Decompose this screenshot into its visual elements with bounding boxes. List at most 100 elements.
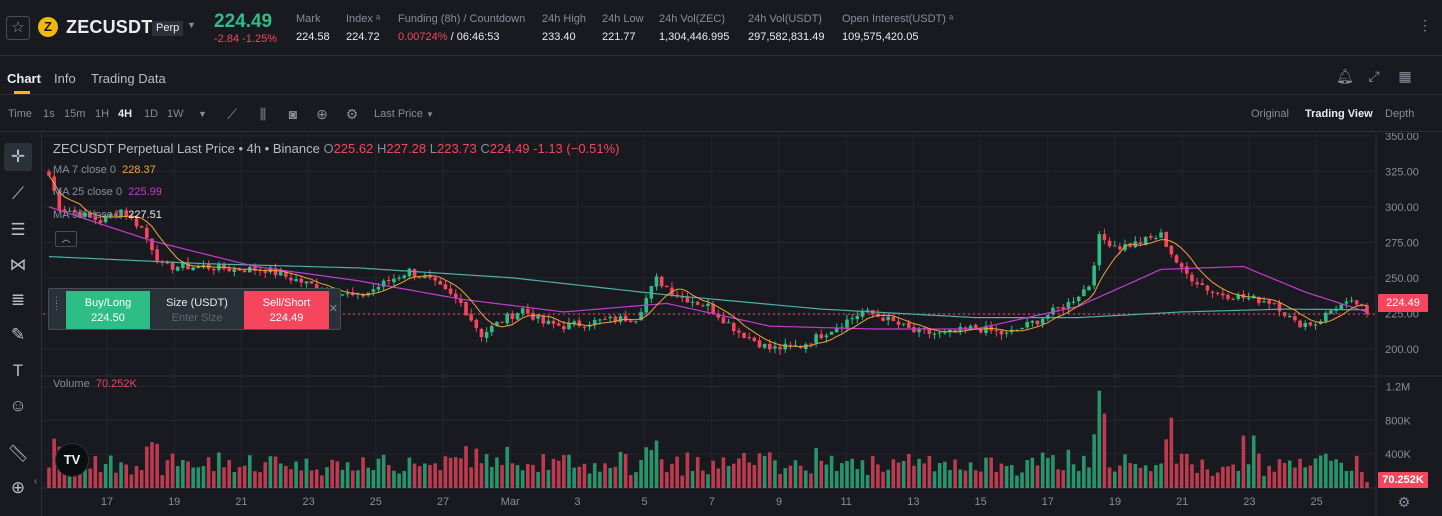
candle-body [150, 238, 154, 251]
volume-bar [484, 454, 489, 488]
buy-long-button[interactable]: Buy/Long 224.50 [66, 291, 150, 329]
interval-4h[interactable]: 4H [118, 108, 133, 120]
candle-body [711, 303, 715, 314]
crosshair-icon[interactable]: ✛ [4, 143, 32, 171]
trend-line-icon[interactable]: ⟋ [12, 184, 24, 203]
view-depth[interactable]: Depth [1385, 108, 1415, 120]
candle-body [124, 210, 129, 217]
tab-trading-data[interactable]: Trading Data [91, 71, 166, 86]
volume-bar [582, 463, 587, 488]
emoji-icon[interactable]: ☺ [9, 396, 27, 415]
interval-dropdown-icon[interactable]: ▼ [198, 109, 207, 119]
bell-icon[interactable]: 🔔︎ [1336, 68, 1354, 84]
camera-icon[interactable]: ◙ [288, 106, 298, 122]
candle-body [1112, 245, 1117, 247]
settings-icon[interactable]: ⚙ [345, 106, 359, 122]
volume-bar [397, 473, 401, 488]
ruler-icon[interactable]: 📏︎ [7, 444, 29, 463]
stat-index[interactable]: Index ᵃ 224.72 [346, 13, 381, 43]
more-icon[interactable]: ⋮ [1418, 17, 1432, 33]
tab-chart[interactable]: Chart [7, 71, 41, 86]
volume-bar [83, 461, 87, 488]
size-input[interactable]: Size (USDT) Enter Size [166, 297, 228, 324]
active-tab-indicator [14, 91, 30, 94]
view-original[interactable]: Original [1251, 108, 1289, 120]
volume-bar [186, 461, 190, 488]
candle-body [752, 337, 757, 342]
brush-icon[interactable]: ✎ [10, 325, 26, 344]
volume-bar [567, 454, 571, 488]
volume-bar [906, 453, 911, 488]
candle-body [706, 303, 710, 307]
interval-1w[interactable]: 1W [167, 108, 184, 120]
symbol-name[interactable]: ZECUSDT [66, 17, 153, 37]
x-tick-label: 19 [168, 496, 180, 508]
add-icon[interactable]: ⊕ [316, 106, 328, 122]
sell-short-button[interactable]: Sell/Short 224.49 [244, 291, 329, 329]
candle-body [860, 311, 865, 317]
volume-bar [520, 470, 525, 488]
chart-settings-icon[interactable]: ⚙ [1397, 494, 1411, 510]
ma99-legend: MA 99 close 0 227.51 [53, 209, 162, 221]
candle-body [1138, 242, 1143, 245]
price-type-select[interactable]: Last Price ▼ [374, 108, 434, 120]
volume-bar [108, 455, 113, 488]
volume-bar [577, 466, 582, 488]
candle-type-icon[interactable]: ⫼ [259, 106, 267, 122]
horizontal-lines-icon[interactable]: ☰ [10, 220, 26, 239]
candle-body [953, 329, 957, 332]
chart-toolbar: Time 1s 15m 1H 4H 1D 1W ▼ ⟋ ⫼ ◙ ⊕ ⚙ Last… [0, 96, 1442, 132]
drag-handle-icon[interactable]: ⋮ ⋮ [52, 295, 61, 311]
chevron-down-icon[interactable]: ▼ [187, 20, 196, 30]
volume-tick-label: 400K [1385, 449, 1411, 461]
volume-bar [412, 463, 417, 488]
candle-body [428, 275, 432, 278]
fib-icon[interactable]: ≣ [10, 290, 26, 309]
candle-body [721, 317, 726, 324]
price-tick-label: 300.00 [1385, 202, 1419, 214]
candle-body [371, 289, 376, 292]
interval-1h[interactable]: 1H [95, 108, 110, 120]
star-icon[interactable]: ☆ [6, 16, 30, 40]
pattern-icon[interactable]: ⋈ [9, 255, 27, 274]
x-tick-label: 27 [437, 496, 449, 508]
tab-info[interactable]: Info [54, 71, 76, 86]
candle-body [912, 327, 916, 333]
volume-bar [870, 456, 875, 488]
chevron-up-icon[interactable]: ︿ [55, 231, 77, 247]
candle-body [1102, 234, 1107, 241]
candle-body [464, 301, 468, 316]
last-price: 224.49 [214, 11, 273, 32]
interval-1s[interactable]: 1s [43, 108, 55, 120]
view-trading-view[interactable]: Trading View [1305, 108, 1373, 120]
text-icon[interactable]: T [12, 361, 24, 380]
volume-bar [376, 458, 381, 488]
expand-icon[interactable]: ⤢ [1368, 68, 1380, 84]
volume-bar [814, 448, 818, 488]
price-tick-label: 325.00 [1385, 166, 1419, 178]
volume-bar [762, 456, 767, 488]
candle-body [1221, 293, 1225, 296]
close-icon[interactable]: ✕ [328, 303, 338, 315]
candle-body [253, 267, 257, 271]
chevron-left-icon[interactable]: ‹ [34, 476, 38, 487]
interval-15m[interactable]: 15m [64, 108, 86, 120]
layout-grid-icon[interactable]: ▦ [1398, 68, 1412, 84]
zoom-icon[interactable]: ⊕ [10, 478, 26, 497]
indicator-icon[interactable]: ⟋ [227, 106, 237, 122]
volume-bar [891, 459, 896, 488]
volume-bar [299, 470, 304, 488]
candle-body [881, 317, 885, 321]
interval-1d[interactable]: 1D [144, 108, 159, 120]
candle-body [556, 323, 561, 326]
tradingview-logo[interactable]: TV [55, 443, 89, 477]
candle-body [943, 332, 947, 334]
price-chart[interactable]: 350.00 325.00 300.00 275.00 250.00 225.00 200.… [43, 133, 1442, 516]
volume-bar [387, 465, 391, 488]
volume-bar [1071, 464, 1076, 488]
volume-bar [1076, 471, 1081, 488]
volume-bar [510, 463, 515, 488]
volume-bar [345, 462, 350, 488]
stat-open-interest[interactable]: Open Interest(USDT) ᵃ 109,575,420.05 [842, 13, 954, 43]
chart-canvas[interactable]: 350.00325.00300.00275.00250.00225.00200.… [43, 133, 1442, 516]
